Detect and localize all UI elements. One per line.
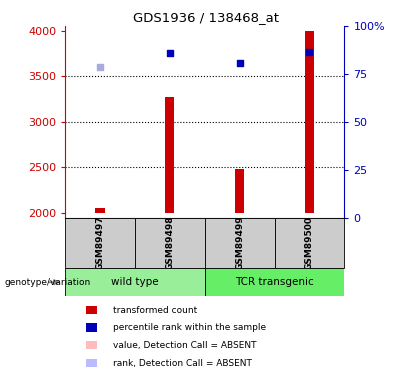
Text: value, Detection Call = ABSENT: value, Detection Call = ABSENT [113,341,257,350]
Bar [305,31,314,213]
Point [166,50,173,55]
Text: wild type: wild type [111,277,159,287]
Text: GSM89497: GSM89497 [95,216,105,270]
Point [97,64,103,70]
Text: percentile rank within the sample: percentile rank within the sample [113,323,267,332]
Bar [205,217,275,268]
Text: GDS1936 / 138468_at: GDS1936 / 138468_at [133,11,279,24]
Bar [65,268,205,296]
Bar [165,97,174,213]
Text: rank, Detection Call = ABSENT: rank, Detection Call = ABSENT [113,359,252,368]
Text: GSM89500: GSM89500 [305,216,314,270]
Bar [135,217,205,268]
Bar [95,209,105,213]
Point [236,60,243,66]
Text: genotype/variation: genotype/variation [4,278,90,287]
Text: transformed count: transformed count [113,306,198,315]
Bar [235,169,244,213]
Text: GSM89498: GSM89498 [165,216,174,270]
Text: GSM89499: GSM89499 [235,216,244,270]
Point [306,49,313,55]
Bar [205,268,344,296]
Bar [275,217,344,268]
Text: TCR transgenic: TCR transgenic [235,277,314,287]
Bar [65,217,135,268]
